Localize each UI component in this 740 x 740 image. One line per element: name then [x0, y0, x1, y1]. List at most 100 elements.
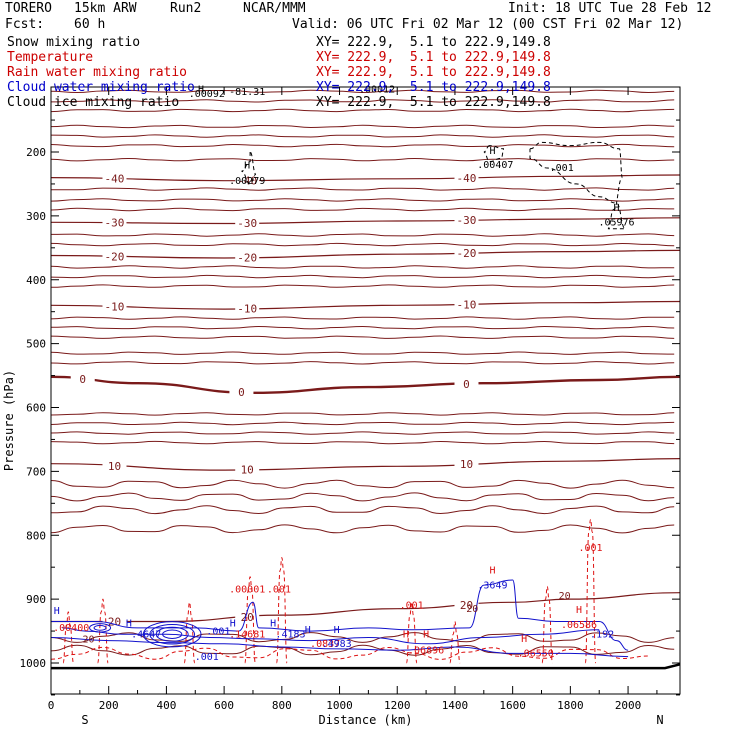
rain-contour: [541, 585, 553, 664]
rain-contour: [244, 576, 256, 664]
field-label-rain: .001: [267, 585, 291, 596]
isotherm-label-bg: [235, 216, 260, 230]
cloud-water-contour: [155, 626, 189, 642]
extremum-marker: H: [54, 606, 60, 617]
x-tick-label: 1000: [326, 699, 353, 712]
field-label-rain: .14681: [229, 629, 265, 640]
isotherm-label-bg: [102, 459, 127, 473]
field-label-rain: .001: [400, 601, 424, 612]
rain-contour: [406, 601, 418, 664]
y-tick-label: 1000: [20, 657, 47, 670]
x-tick-label: 400: [156, 699, 176, 712]
rain-contours: [50, 518, 649, 664]
isotherm-label: -20: [105, 250, 125, 263]
snow-contour: [241, 151, 257, 185]
snow-contour: [529, 141, 626, 230]
extremum-marker: H: [244, 161, 250, 172]
extremum-marker: H: [614, 203, 620, 214]
plot-frame: [50, 86, 681, 695]
isotherm-label: 10: [108, 460, 121, 473]
resolution-label: 15km ARW: [74, 1, 137, 16]
fcst-value: 60 h: [74, 17, 106, 32]
field-label-snow: .001: [550, 163, 574, 174]
theta-line: [50, 134, 675, 138]
x-tick-label: 800: [272, 699, 292, 712]
field-label-cloud_water: .192: [590, 629, 614, 640]
field-label-snow: .00279: [229, 176, 265, 187]
theta-line: [50, 412, 675, 416]
field-label-cloud_water: .4647: [131, 629, 161, 640]
isotherm-label: 10: [460, 458, 473, 471]
extremum-marker: H: [305, 625, 311, 636]
isotherm-label: -40: [237, 174, 257, 187]
field-label-snow: .00407: [477, 160, 513, 171]
rain-contour: [50, 646, 649, 660]
isotherm-label: -20: [457, 247, 477, 260]
x-tick-label: 2000: [615, 699, 642, 712]
theta-line: [50, 207, 675, 212]
theta-line: [50, 198, 675, 202]
theta-line: [50, 108, 675, 113]
field-label-rain: .0837: [310, 639, 340, 650]
isotherm-label-bg: [70, 372, 95, 386]
snow-contour: [483, 145, 505, 163]
isotherm--40: [50, 174, 681, 182]
isotherm-label: -10: [457, 298, 477, 311]
y-tick-label: 900: [26, 593, 46, 606]
cloud-water-contour: [162, 629, 183, 639]
theta-line: [50, 524, 675, 534]
field-label-snow: .00092: [189, 89, 225, 100]
isotherm-label: -10: [237, 303, 257, 316]
extremum-marker: H: [403, 629, 409, 640]
x-axis-title: Distance (km): [319, 713, 413, 727]
run-label: Run2: [170, 1, 202, 16]
theta-line: [50, 233, 675, 237]
isotherm-label-bg: [454, 597, 479, 611]
theta-line: [50, 351, 675, 355]
isotherm-label-bg: [235, 250, 260, 264]
theta-line: [50, 316, 675, 320]
isotherm-label: 0: [79, 373, 86, 386]
isotherm-label-bg: [102, 215, 127, 229]
extremum-marker: H: [126, 619, 132, 630]
isotherm-label-bg: [102, 249, 127, 263]
cloud-water-contour: [62, 627, 600, 645]
rain-contour: [449, 620, 461, 664]
field-label-cloud_ice: .00012: [359, 85, 395, 96]
snow-contours: [241, 141, 626, 230]
isotherm-label: 0: [463, 378, 470, 391]
isotherm-10: [50, 458, 681, 471]
isotherm-label-bg: [454, 457, 479, 471]
isotherm--10: [50, 300, 681, 310]
legend-snow-name: Snow mixing ratio: [7, 35, 141, 50]
y-tick-label: 400: [26, 274, 46, 287]
field-label-rain: .00001: [229, 585, 265, 596]
theta-line: [50, 479, 675, 489]
y-axis-title: Pressure (hPa): [2, 370, 16, 471]
contour-label: 20: [82, 635, 94, 646]
isotherm-label-bg: [235, 173, 260, 187]
field-label-cloud_water: .001: [195, 652, 219, 663]
legend-snow-xy: XY= 222.9, 5.1 to 222.9,149.8: [316, 35, 551, 50]
theta-line: [50, 242, 675, 247]
field-label-rain: .00400: [53, 623, 89, 634]
x-tick-label: 1200: [384, 699, 411, 712]
contour-label: 20: [466, 604, 478, 615]
extremum-marker: H: [198, 85, 204, 96]
valid-time: Valid: 06 UTC Fri 02 Mar 12 (00 CST Fri …: [292, 17, 684, 32]
x-tick-label: 600: [214, 699, 234, 712]
theta-line: [50, 143, 675, 148]
field-label-cloud_water: .001: [206, 626, 230, 637]
field-label-rain: .06896: [408, 645, 444, 656]
theta-line: [50, 421, 675, 426]
y-tick-label: 300: [26, 210, 46, 223]
x-tick-label: 0: [48, 699, 55, 712]
legend-temperature-xy: XY= 222.9, 5.1 to 222.9,149.8: [316, 50, 551, 65]
field-labels: -81.31 .00092 .00279 .00407 .001 .05976 .00012…: [53, 85, 634, 663]
theta-line: [50, 431, 675, 435]
y-tick-label: 700: [26, 465, 46, 478]
field-label-snow: .05976: [598, 217, 634, 228]
extremum-marker: H: [521, 634, 527, 645]
legend-temperature-name: Temperature: [7, 50, 94, 65]
